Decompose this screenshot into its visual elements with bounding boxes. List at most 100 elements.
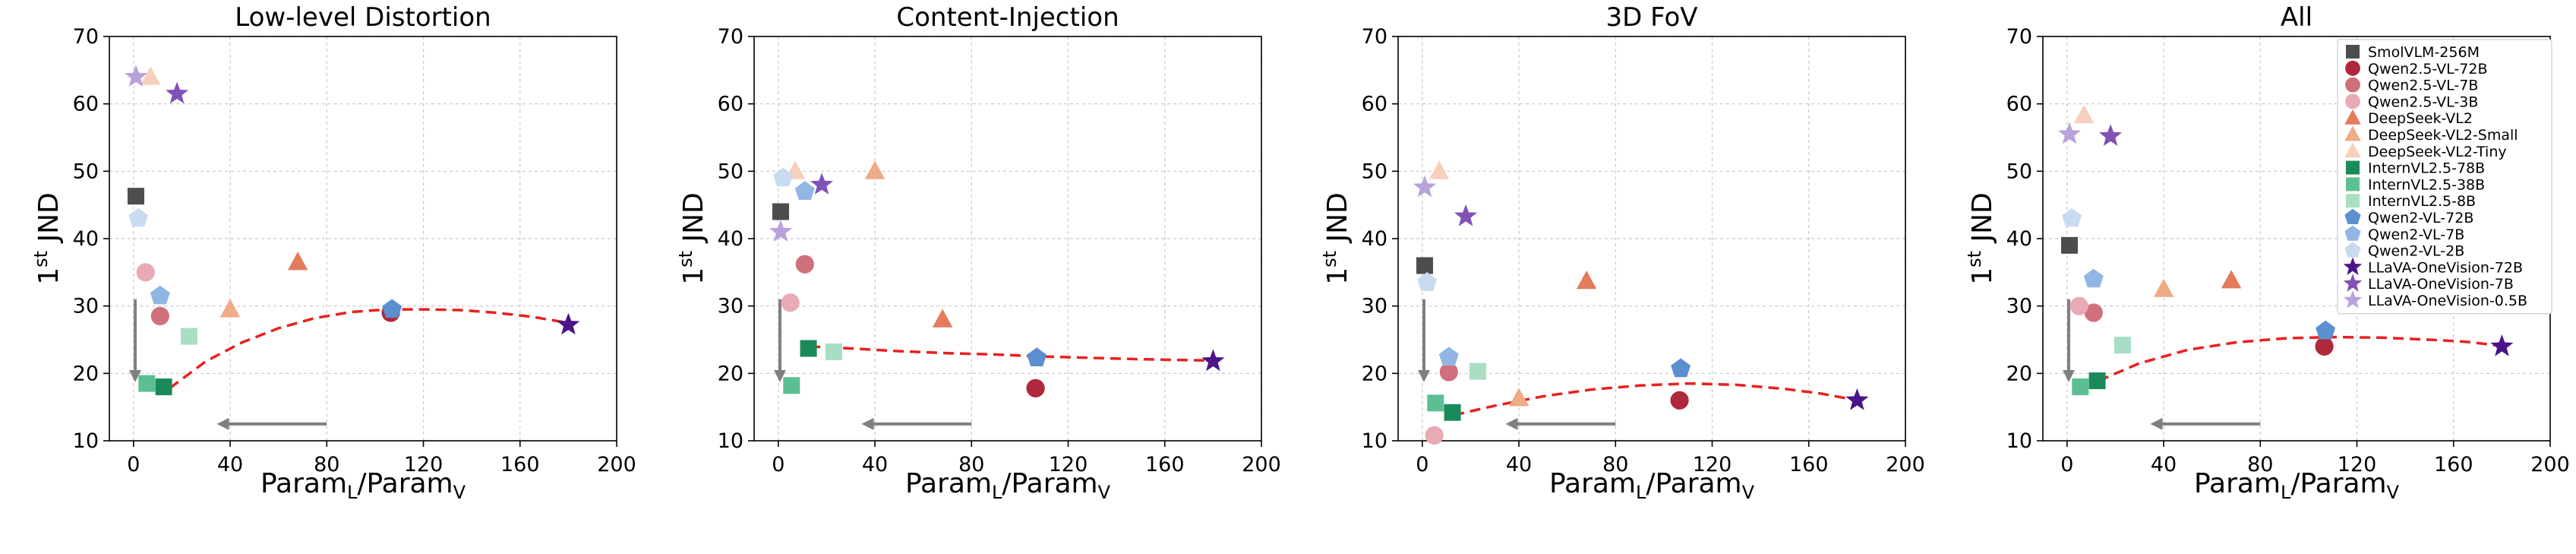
panel-title: Content-Injection — [896, 2, 1119, 33]
data-point — [166, 81, 189, 104]
data-point — [2315, 337, 2334, 356]
x-tick-label: 80 — [958, 453, 984, 476]
x-axis-label: ParamL/ParamV — [2194, 468, 2400, 503]
legend-label: Qwen2-VL-72B — [2368, 210, 2473, 226]
panel-2: 0 40 80 120 160 200 10 20 30 40 50 60 70 Content-Inje… — [675, 2, 1281, 503]
fit-curve — [169, 308, 569, 390]
data-point — [136, 263, 155, 282]
data-point — [1425, 426, 1444, 445]
data-point — [794, 181, 815, 200]
x-tick-label: 120 — [1049, 453, 1088, 476]
x-tick-label: 160 — [2434, 453, 2473, 476]
legend-marker — [2344, 109, 2361, 125]
legend-marker — [2344, 208, 2361, 224]
legend-label: Qwen2-VL-2B — [2368, 243, 2464, 260]
data-point — [1027, 347, 1047, 366]
panel-3: 0 40 80 120 160 200 10 20 30 40 50 60 70 3D FoV ParamL… — [1319, 2, 1925, 503]
data-point — [2073, 104, 2095, 124]
x-tick-label: 200 — [1242, 453, 1281, 476]
x-tick-label: 160 — [500, 453, 540, 476]
data-point — [1576, 271, 1597, 290]
legend: SmolVLM-256MQwen2.5-VL-72BQwen2.5-VL-7BQ… — [2337, 39, 2552, 315]
data-point — [1026, 378, 1045, 397]
data-point — [1439, 362, 1458, 381]
panel-title: All — [2281, 2, 2312, 33]
x-tick-label: 0 — [772, 453, 784, 476]
x-tick-label: 0 — [1416, 453, 1428, 476]
y-axis-label: 1st JND — [30, 192, 65, 285]
panel-title: Low-level Distortion — [235, 2, 491, 33]
data-point — [1201, 349, 1225, 372]
data-point — [1416, 257, 1433, 274]
plot-frame — [753, 36, 1262, 442]
data-point — [1438, 347, 1459, 366]
data-point — [2221, 270, 2242, 289]
y-axis-label: 1st JND — [1964, 192, 1998, 285]
data-point — [781, 293, 800, 312]
legend-label: SmolVLM-256M — [2368, 44, 2480, 61]
data-point — [1845, 388, 1869, 410]
x-tick-label: 200 — [2530, 453, 2570, 476]
plot-frame — [109, 36, 617, 442]
data-point — [2057, 122, 2082, 144]
data-point — [382, 299, 402, 318]
data-point — [2072, 378, 2089, 396]
legend-marker — [2343, 257, 2363, 275]
x-tick-label: 160 — [1145, 453, 1185, 476]
data-point — [1670, 391, 1689, 410]
data-point — [2060, 236, 2078, 254]
plot-frame — [1397, 36, 1906, 442]
y-tick-label: 10 — [1362, 429, 1387, 453]
data-point — [1444, 404, 1461, 421]
y-tick-label: 30 — [1362, 295, 1387, 318]
x-axis-label: ParamL/ParamV — [1549, 468, 1755, 503]
y-tick-label: 40 — [718, 227, 743, 251]
legend-label: Qwen2.5-VL-7B — [2368, 78, 2478, 94]
y-tick-label: 60 — [718, 93, 743, 116]
x-tick-label: 0 — [127, 453, 140, 476]
legend-marker — [2346, 160, 2360, 175]
legend-box — [2337, 39, 2552, 315]
data-point — [287, 252, 308, 271]
y-tick-label: 60 — [2006, 93, 2032, 116]
y-tick-label: 20 — [2006, 362, 2032, 385]
y-axis-label: 1st JND — [675, 192, 709, 285]
y-tick-label: 50 — [718, 160, 743, 183]
panel-title: 3D FoV — [1605, 2, 1697, 33]
legend-marker — [2345, 93, 2360, 109]
data-point — [1428, 160, 1450, 179]
fit-curve — [810, 345, 1214, 362]
legend-label: DeepSeek-VL2 — [2368, 110, 2473, 127]
y-tick-label: 60 — [1362, 93, 1387, 116]
y-tick-label: 40 — [73, 227, 99, 251]
y-tick-label: 70 — [73, 25, 99, 49]
data-point — [1469, 362, 1486, 380]
legend-label: InternVL2.5-78B — [2368, 160, 2485, 177]
data-point — [127, 188, 144, 205]
legend-label: DeepSeek-VL2-Tiny — [2368, 144, 2507, 160]
data-point — [2088, 372, 2106, 390]
legend-marker — [2345, 77, 2360, 93]
data-point — [2490, 334, 2514, 356]
data-point — [2084, 303, 2103, 322]
data-point — [155, 378, 172, 396]
data-point — [2114, 337, 2131, 354]
y-tick-label: 50 — [1362, 160, 1387, 183]
x-tick-label: 200 — [1886, 453, 1925, 476]
x-tick-label: 120 — [404, 453, 444, 476]
y-tick-label: 10 — [2006, 429, 2032, 453]
data-point — [932, 309, 953, 328]
data-point — [2069, 296, 2088, 315]
legend-label: LLaVA-OneVision-0.5B — [2368, 293, 2527, 309]
legend-label: LLaVA-OneVision-7B — [2368, 276, 2514, 293]
legend-marker — [2346, 45, 2360, 59]
data-point — [138, 375, 156, 392]
x-tick-label: 120 — [2338, 453, 2377, 476]
x-tick-label: 40 — [1506, 453, 1532, 476]
panel-1: 0 40 80 120 160 200 10 20 30 40 50 60 70 Low-level Di… — [30, 2, 636, 503]
legend-label: InternVL2.5-8B — [2368, 193, 2476, 210]
x-tick-label: 200 — [597, 453, 636, 476]
data-point — [180, 328, 197, 345]
y-tick-label: 30 — [2006, 295, 2032, 318]
